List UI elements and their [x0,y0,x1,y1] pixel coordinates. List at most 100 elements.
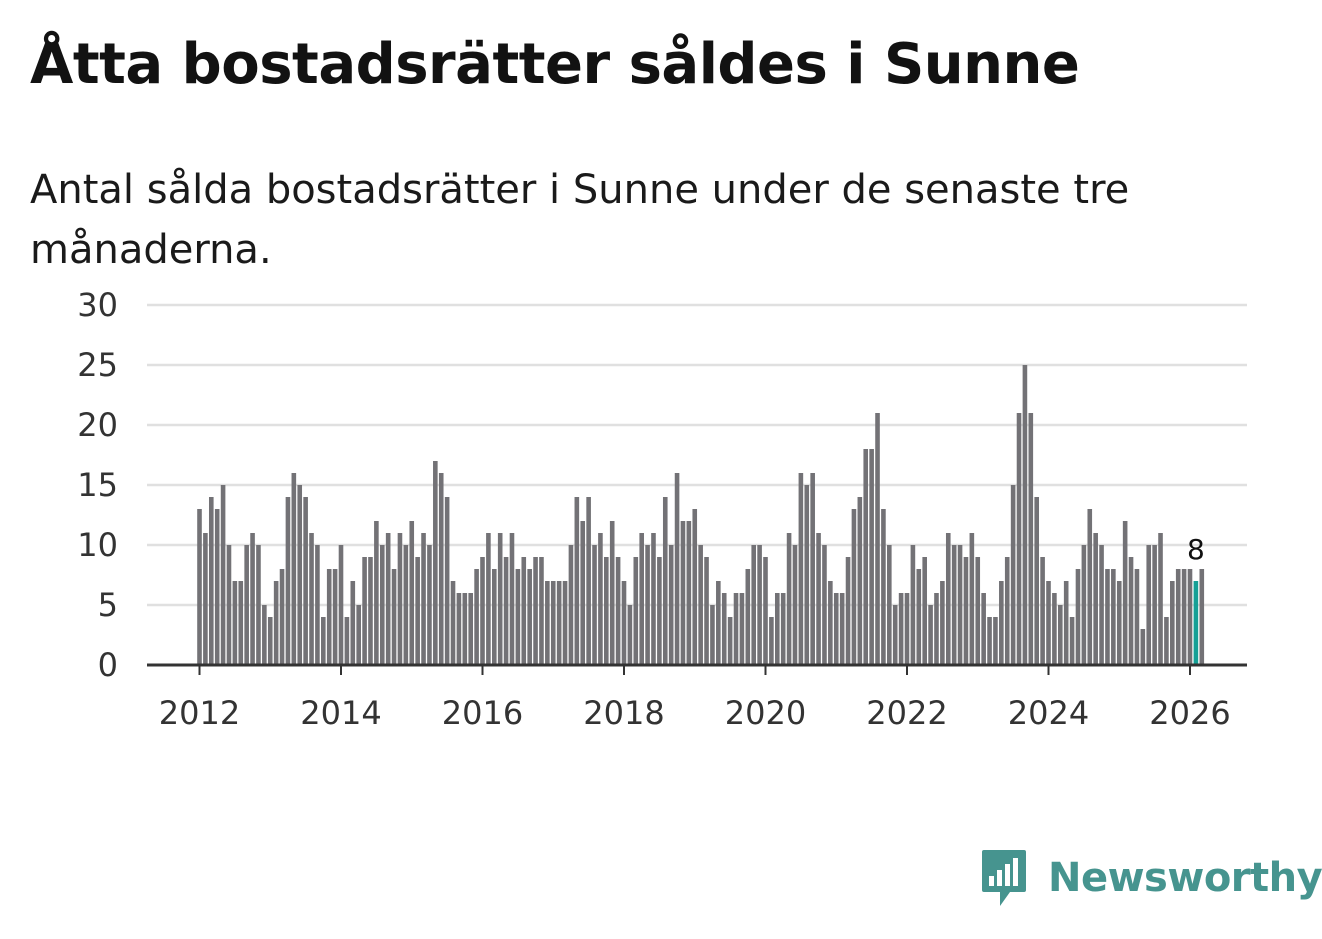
bar [833,593,839,665]
bar [1187,569,1193,665]
bar [1140,629,1146,665]
bar [721,593,727,665]
bar [604,557,609,665]
bar [1175,569,1181,665]
bar [291,473,297,665]
bar [969,533,975,665]
bar [321,617,326,665]
bar [922,557,927,665]
bar [598,533,603,665]
bar [1010,485,1016,665]
bar [450,581,456,665]
bar [657,557,662,665]
bar [574,497,580,665]
bar [332,569,338,665]
bar [875,413,880,665]
x-tick-label: 2026 [1149,694,1230,732]
bar [1158,533,1163,665]
bar [757,545,762,665]
bar [887,545,892,665]
y-tick-label: 10 [77,526,118,564]
bar [609,521,615,665]
bar [763,557,768,665]
bar [769,617,774,665]
bar [645,545,650,665]
bar [474,569,479,665]
bar [934,593,939,665]
bar [326,569,332,665]
y-tick-label: 30 [77,286,118,324]
bar [285,497,291,665]
bar [615,557,621,665]
bar [881,509,886,665]
bar [686,521,692,665]
bar [486,533,491,665]
bar [951,545,957,665]
labels: 8 [1187,533,1205,566]
x-tick-label: 2016 [442,694,523,732]
bar [804,485,810,665]
bar [562,581,568,665]
bar [438,473,444,665]
bar-highlight [1193,581,1199,665]
bar [580,521,586,665]
bar [1087,509,1093,665]
bar [1093,533,1098,665]
bar [521,557,527,665]
bar [385,533,391,665]
bar [226,545,232,665]
bar [232,581,238,665]
bar [916,569,922,665]
x-tick-label: 2012 [159,694,240,732]
bar [1069,617,1075,665]
highlight-value-label: 8 [1187,533,1205,566]
brand-name: Newsworthy [1048,855,1322,901]
bar [662,497,668,665]
bar [674,473,680,665]
bar [391,569,397,665]
bar [857,497,863,665]
bar [786,533,792,665]
bar [940,581,945,665]
y-tick-label: 5 [98,586,118,624]
bar [568,545,574,665]
bar [639,533,644,665]
bar [863,449,869,665]
bar [792,545,798,665]
bar [592,545,597,665]
bar [497,533,503,665]
bar [220,485,226,665]
y-tick-label: 0 [98,646,118,684]
bar [545,581,550,665]
bar [963,557,969,665]
bar [203,533,208,665]
x-tick-label: 2024 [1008,694,1089,732]
bar [1170,581,1175,665]
bar [415,557,420,665]
bar [745,569,751,665]
bar [810,473,815,665]
bar [1134,569,1140,665]
bar [586,497,591,665]
bar [462,593,468,665]
bar [297,485,303,665]
bar [1016,413,1022,665]
x-tick-label: 2018 [583,694,664,732]
bar [214,509,220,665]
x-tick-label: 2022 [866,694,947,732]
bar [279,569,285,665]
x-tick-label: 2020 [725,694,806,732]
bar [491,569,497,665]
bar [1052,593,1057,665]
bar [999,581,1004,665]
chart-subtitle: Antal sålda bostadsrätter i Sunne under … [30,167,1130,273]
bar [651,533,656,665]
bar [898,593,904,665]
bar [928,605,933,665]
bar [527,569,532,665]
bar [356,605,361,665]
bar [433,461,438,665]
bar [1199,569,1205,665]
bar [1122,521,1128,665]
bar [350,581,356,665]
